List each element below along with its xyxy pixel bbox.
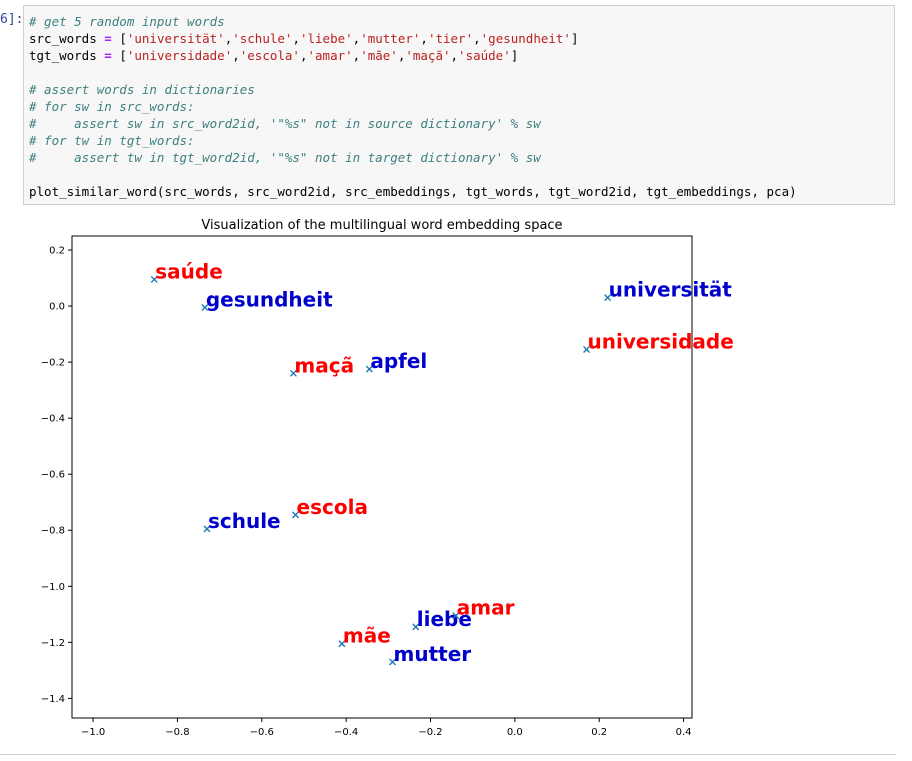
code-comment: # for sw in src_words:: [29, 99, 195, 114]
code-string: 'mutter': [360, 31, 421, 46]
cell-output: Visualization of the multilingual word e…: [0, 208, 912, 753]
scatter-point: [201, 303, 209, 311]
code-string: 'maçã': [405, 48, 451, 63]
code-editor[interactable]: # get 5 random input words src_words = ['…: [29, 13, 797, 200]
scatter-point: [150, 275, 158, 283]
code-operator: =: [104, 48, 112, 63]
scatter-point: [338, 640, 346, 648]
chart-title: Visualization of the multilingual word e…: [201, 218, 562, 233]
point-label: universidade: [588, 329, 734, 353]
y-tick-label: −0.6: [41, 470, 65, 481]
scatter-point: [292, 511, 300, 519]
code-string: 'amar': [307, 48, 353, 63]
code-line: plot_similar_word(src_words, src_word2id…: [29, 183, 797, 200]
code-comment: # assert tw in tgt_word2id, '"%s" not in…: [29, 150, 541, 165]
point-label: apfel: [370, 349, 427, 373]
code-bracket: [: [119, 48, 127, 63]
point-label: mãe: [343, 624, 391, 648]
x-tick-label: 0.2: [591, 727, 607, 738]
code-comment: # for tw in tgt_words:: [29, 133, 195, 148]
y-tick-label: −0.4: [41, 414, 65, 425]
code-line: # get 5 random input words: [29, 13, 797, 30]
code-comment: # get 5 random input words: [29, 14, 225, 29]
scatter-point: [203, 525, 211, 533]
code-comment: # assert words in dictionaries: [29, 82, 255, 97]
code-string: 'gesundheit': [480, 31, 571, 46]
point-label: liebe: [417, 607, 472, 631]
y-tick-label: 0.0: [49, 302, 65, 313]
y-tick-label: −0.2: [41, 358, 65, 369]
x-tick-label: −1.0: [81, 727, 105, 738]
code-bracket: ]: [510, 48, 519, 63]
code-line: # for tw in tgt_words:: [29, 132, 797, 149]
x-tick-label: −0.2: [418, 727, 442, 738]
point-label: amar: [457, 596, 515, 620]
code-string: 'universität': [126, 31, 225, 46]
scatter-point: [365, 365, 373, 373]
code-string: 'universidade': [126, 48, 233, 63]
code-line: # for sw in src_words:: [29, 98, 797, 115]
code-variable: src_words: [29, 31, 97, 46]
point-label: escola: [297, 495, 368, 519]
x-tick-label: −0.6: [250, 727, 274, 738]
cell-prompt: 6]:: [0, 12, 24, 27]
code-comment: # assert sw in src_word2id, '"%s" not in…: [29, 116, 541, 131]
code-line: tgt_words = ['universidade','escola','am…: [29, 48, 519, 63]
code-line: # assert words in dictionaries: [29, 81, 797, 98]
scatter-point: [604, 294, 612, 302]
y-tick-label: 0.2: [49, 246, 65, 257]
code-variable: tgt_words: [29, 48, 97, 63]
code-bracket: ]: [570, 31, 579, 46]
code-text: plot_similar_word(src_words, src_word2id…: [29, 184, 797, 199]
code-line: [29, 166, 797, 183]
code-string: 'liebe': [299, 31, 353, 46]
scatter-point: [289, 369, 297, 377]
code-string: 'escola': [239, 48, 300, 63]
y-tick-label: −1.4: [41, 694, 65, 705]
scatter-point: [389, 658, 397, 666]
plot-area: [71, 235, 693, 719]
code-bracket: [: [119, 31, 127, 46]
x-tick-label: 0.4: [676, 727, 692, 738]
x-tick-label: 0.0: [507, 727, 523, 738]
point-label: schule: [208, 509, 281, 533]
embedding-scatter-plot: Visualization of the multilingual word e…: [41, 218, 734, 738]
code-line: src_words = ['universität','schule','lie…: [29, 31, 579, 46]
code-cell[interactable]: # get 5 random input words src_words = ['…: [23, 5, 895, 205]
point-label: saúde: [155, 259, 223, 283]
code-line: # assert sw in src_word2id, '"%s" not in…: [29, 115, 797, 132]
x-tick-label: −0.8: [165, 727, 189, 738]
point-label: universität: [609, 278, 733, 302]
x-tick-label: −0.4: [334, 727, 358, 738]
code-line: # assert tw in tgt_word2id, '"%s" not in…: [29, 149, 797, 166]
code-string: 'schule': [232, 31, 293, 46]
code-string: 'saúde': [458, 48, 511, 63]
y-tick-label: −1.0: [41, 582, 65, 593]
cell-divider: [0, 754, 896, 755]
code-operator: =: [104, 31, 112, 46]
point-label: gesundheit: [206, 287, 333, 311]
code-string: 'tier': [427, 31, 474, 46]
scatter-point: [452, 612, 460, 620]
scatter-point: [412, 623, 420, 631]
point-label: maçã: [294, 353, 354, 377]
y-tick-label: −0.8: [41, 526, 65, 537]
point-label: mutter: [394, 642, 472, 666]
code-line: [29, 64, 797, 81]
scatter-point: [583, 345, 591, 353]
y-tick-label: −1.2: [41, 638, 65, 649]
code-string: 'mãe': [360, 48, 398, 63]
